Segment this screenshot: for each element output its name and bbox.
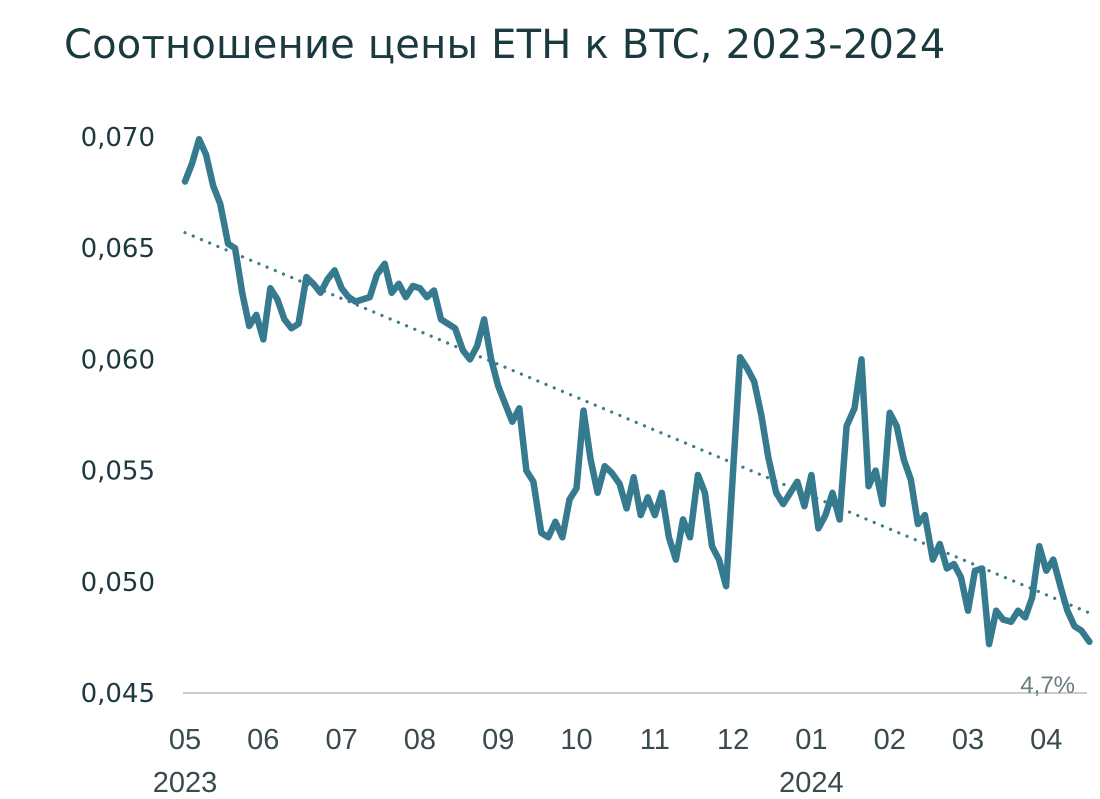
- x-tick-label: 08: [404, 724, 436, 756]
- y-tick-label: 0,060: [81, 345, 155, 375]
- x-tick-label: 05: [169, 724, 201, 756]
- x-axis-tick-labels: 05 06 07 08 09 10 11 12 01 02 03 04: [169, 724, 1063, 756]
- y-tick-label: 0,045: [81, 679, 155, 709]
- x-tick-label: 12: [717, 724, 749, 756]
- y-tick-label: 0,055: [81, 457, 155, 487]
- x-tick-label: 10: [560, 724, 592, 756]
- y-tick-label: 0,065: [81, 234, 155, 264]
- x-axis-year-labels: 2023 2024: [153, 767, 844, 799]
- x-tick-label: 02: [874, 724, 906, 756]
- year-label: 2023: [153, 767, 218, 799]
- x-tick-label: 03: [952, 724, 984, 756]
- y-axis-tick-labels: 0,070 0,065 0,060 0,055 0,050 0,045: [81, 123, 155, 709]
- x-tick-label: 09: [482, 724, 514, 756]
- y-tick-label: 0,070: [81, 123, 155, 153]
- x-tick-label: 11: [640, 724, 670, 756]
- x-tick-label: 04: [1030, 724, 1062, 756]
- x-tick-label: 01: [795, 724, 827, 756]
- y-tick-label: 0,050: [81, 568, 155, 598]
- series-line-eth-btc: [181, 135, 1093, 648]
- x-tick-label: 06: [247, 724, 279, 756]
- chart-title: Соотношение цены ETH к BTC, 2023-2024: [64, 22, 946, 68]
- end-value-label: 4,7%: [1020, 672, 1075, 699]
- x-tick-label: 07: [325, 724, 357, 756]
- year-label: 2024: [779, 767, 844, 799]
